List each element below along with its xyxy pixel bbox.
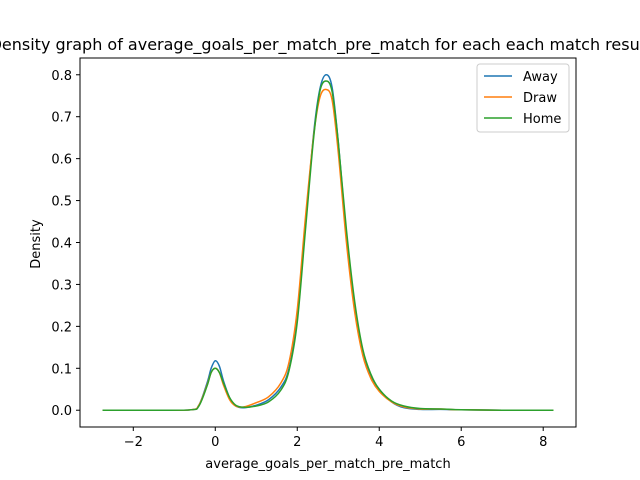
legend-label-away: Away <box>523 70 558 85</box>
y-tick-label: 0.3 <box>51 278 72 293</box>
y-tick-label: 0.7 <box>51 111 72 126</box>
series-layer <box>102 74 554 412</box>
legend-label-home: Home <box>523 112 561 127</box>
plot-frame <box>79 57 577 428</box>
tick-layer: −2 0 2 4 6 8 0.0 0.1 0.2 0.3 0.4 0.5 0.6 0.7 0.8 <box>51 69 547 450</box>
x-tick-label: 8 <box>539 435 547 450</box>
x-tick-label: 0 <box>211 435 219 450</box>
y-tick-label: 0.2 <box>51 320 72 335</box>
x-axis-label: average_goals_per_match_pre_match <box>205 457 450 472</box>
y-tick-label: 0.8 <box>51 69 72 84</box>
legend: Away Draw Home <box>476 63 570 133</box>
y-axis-label: Density <box>29 219 44 269</box>
y-tick-label: 0.6 <box>51 153 72 168</box>
series-line-home <box>102 80 554 412</box>
legend-label-draw: Draw <box>523 91 557 106</box>
y-tick-label: 0.5 <box>51 195 72 210</box>
y-tick-label: 0.4 <box>51 237 72 252</box>
y-tick-label: 0.0 <box>51 404 72 419</box>
x-tick-label: 6 <box>457 435 465 450</box>
legend-box <box>476 63 570 133</box>
x-tick-label: 4 <box>375 435 383 450</box>
chart-title: Density graph of average_goals_per_match… <box>0 35 640 55</box>
x-tick-label: −2 <box>124 435 143 450</box>
y-tick-label: 0.1 <box>51 362 72 377</box>
x-tick-label: 2 <box>293 435 301 450</box>
